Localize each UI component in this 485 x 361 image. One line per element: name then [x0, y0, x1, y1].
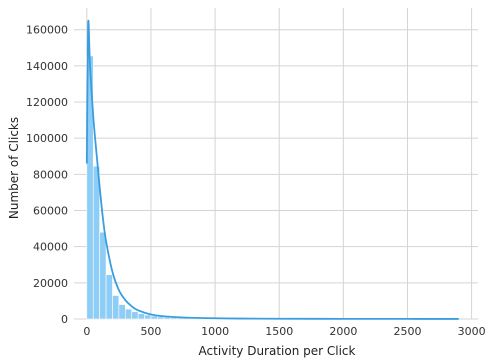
y-tick-label: 140000: [26, 60, 68, 73]
x-tick-labels: 0 500 1000 1500 2000 2500 3000: [83, 325, 485, 338]
histogram-bar: [125, 308, 133, 320]
y-tick-label: 160000: [26, 24, 68, 37]
histogram-bar: [118, 304, 126, 320]
kde-curve: [85, 20, 459, 320]
y-tick-label: 80000: [33, 168, 68, 181]
histogram-bar: [99, 231, 107, 320]
y-tick-label: 60000: [33, 205, 68, 218]
x-tick-label: 2000: [329, 325, 357, 338]
histogram-bar: [105, 274, 113, 320]
histogram-bar: [144, 314, 152, 320]
y-tick-labels: 0 20000 40000 60000 80000 100000 120000 140000 1…: [26, 24, 68, 326]
x-axis-label: Activity Duration per Click: [199, 344, 356, 358]
y-tick-label: 20000: [33, 277, 68, 290]
histogram-bar: [112, 295, 120, 320]
histogram-bar: [92, 165, 100, 320]
grid-lines: [74, 8, 478, 320]
kde-curve-group: [85, 20, 459, 320]
x-tick-label: 0: [83, 325, 90, 338]
y-tick-label: 100000: [26, 132, 68, 145]
x-tick-label: 3000: [458, 325, 485, 338]
x-tick-label: 1000: [201, 325, 229, 338]
y-tick-label: 40000: [33, 241, 68, 254]
x-tick-label: 1500: [265, 325, 293, 338]
histogram-bar: [150, 315, 158, 320]
y-axis-label: Number of Clicks: [7, 117, 21, 219]
x-tick-label: 500: [140, 325, 161, 338]
histogram-bar: [131, 311, 139, 320]
y-tick-label: 120000: [26, 96, 68, 109]
histogram-bar: [157, 316, 165, 320]
histogram-bar: [137, 313, 145, 320]
y-tick-label: 0: [61, 313, 68, 326]
x-tick-label: 2500: [393, 325, 421, 338]
